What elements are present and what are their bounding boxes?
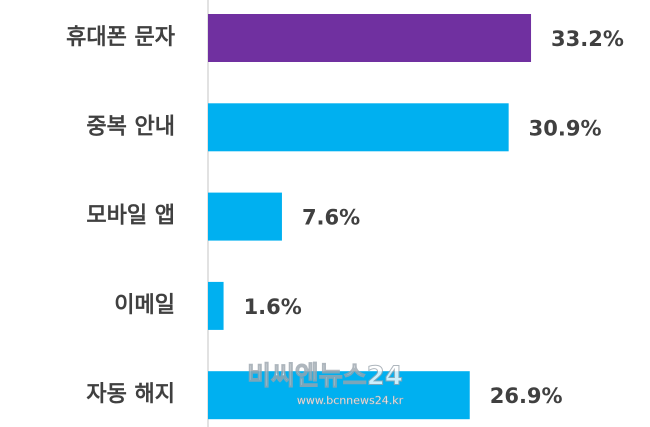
value-label: 26.9% bbox=[490, 384, 563, 408]
bar bbox=[208, 14, 532, 62]
bar bbox=[208, 192, 282, 241]
category-label: 자동 해지 bbox=[86, 382, 175, 407]
category-label: 중복 안내 bbox=[86, 114, 175, 139]
value-label: 1.6% bbox=[244, 295, 302, 319]
bar bbox=[208, 103, 509, 152]
category-label: 이메일 bbox=[114, 293, 175, 318]
value-label: 7.6% bbox=[302, 206, 360, 230]
bar bbox=[208, 371, 470, 420]
bar bbox=[208, 281, 224, 330]
category-label: 모바일 앱 bbox=[86, 204, 175, 229]
value-label: 33.2% bbox=[551, 27, 624, 51]
watermark: 비씨엔뉴스24 bbox=[247, 362, 403, 392]
watermark-url: www.bcnnews24.kr bbox=[297, 394, 404, 407]
category-label: 휴대폰 문자 bbox=[66, 25, 176, 50]
value-label: 30.9% bbox=[529, 116, 602, 140]
